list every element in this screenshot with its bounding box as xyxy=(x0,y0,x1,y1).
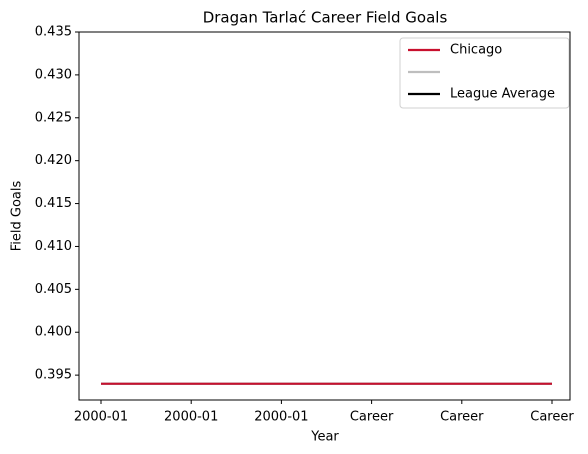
y-tick-label: 0.425 xyxy=(35,110,72,125)
plot-frame xyxy=(78,31,571,401)
x-tick-label: 2000-01 xyxy=(74,410,128,425)
y-axis-label: Field Goals xyxy=(10,181,25,252)
y-tick-label: 0.395 xyxy=(35,368,72,383)
y-tick-label: 0.415 xyxy=(35,196,72,211)
chart-title: Dragan Tarlać Career Field Goals xyxy=(203,9,448,27)
legend-box xyxy=(399,37,570,109)
x-tick-label: Career xyxy=(440,410,484,425)
x-tick-label: Career xyxy=(530,410,574,425)
x-axis-label: Year xyxy=(310,430,339,445)
y-tick-label: 0.410 xyxy=(35,239,72,254)
y-tick-label: 0.420 xyxy=(35,153,72,168)
y-tick-label: 0.435 xyxy=(35,25,72,40)
legend-label: Chicago xyxy=(450,43,502,58)
x-tick-label: Career xyxy=(350,410,394,425)
y-tick-label: 0.400 xyxy=(35,325,72,340)
x-tick-label: 2000-01 xyxy=(164,410,218,425)
legend-label: League Average xyxy=(450,87,555,102)
x-tick-label: 2000-01 xyxy=(254,410,308,425)
y-tick-label: 0.405 xyxy=(35,282,72,297)
y-tick-label: 0.430 xyxy=(35,67,72,82)
